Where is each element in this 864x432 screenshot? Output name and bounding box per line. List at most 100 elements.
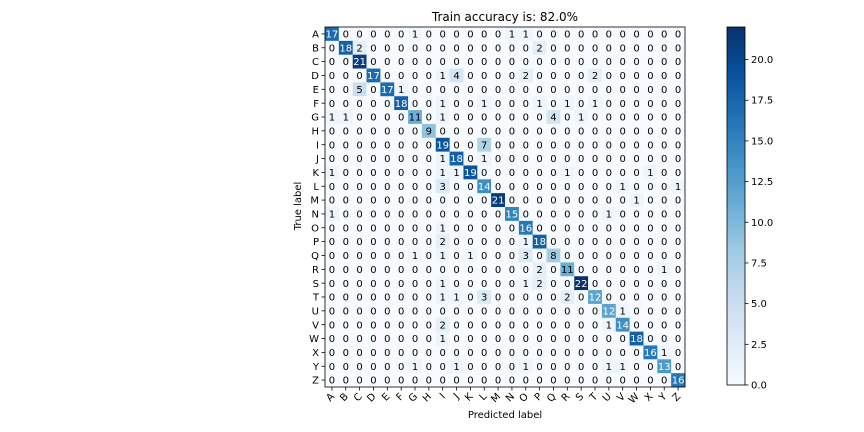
cell-value-label: 0 [592, 320, 598, 331]
heatmap-cell [546, 234, 561, 249]
cell-value-label: 0 [509, 237, 515, 248]
heatmap-cell [532, 290, 547, 305]
heatmap-cell [394, 110, 409, 125]
cell-value-label: 0 [675, 196, 681, 207]
cell-value-label: 0 [412, 306, 418, 317]
heatmap-cell [352, 276, 367, 291]
heatmap-cell [366, 179, 381, 194]
heatmap-cell [505, 290, 520, 305]
cell-value-label: 1 [412, 251, 418, 262]
cell-value-label: 0 [453, 99, 459, 110]
cell-value-label: 0 [412, 182, 418, 193]
heatmap-cell [366, 359, 381, 374]
cell-value-label: 0 [536, 85, 542, 96]
cell-value-label: 0 [384, 126, 390, 137]
heatmap-cell [491, 82, 506, 97]
heatmap-cell [629, 82, 644, 97]
cell-value-label: 0 [356, 168, 362, 179]
heatmap-cell [532, 220, 547, 235]
heatmap-cell [560, 68, 575, 83]
cell-value-label: 0 [370, 182, 376, 193]
heatmap-cell [546, 82, 561, 97]
cell-value-label: 0 [453, 306, 459, 317]
cell-value-label: 0 [481, 113, 487, 124]
heatmap-cell [449, 27, 464, 42]
cell-value-label: 0 [495, 251, 501, 262]
cell-value-label: 0 [675, 71, 681, 82]
cell-value-label: 1 [675, 182, 681, 193]
cell-value-label: 0 [606, 279, 612, 290]
cell-value-label: 0 [536, 182, 542, 193]
heatmap-cell [325, 27, 340, 42]
cell-value-label: 0 [592, 348, 598, 359]
heatmap-cell [588, 359, 603, 374]
heatmap-cell [449, 262, 464, 277]
cell-value-label: 0 [467, 140, 473, 151]
cell-value-label: 0 [398, 293, 404, 304]
cell-value-label: 0 [536, 320, 542, 331]
heatmap-cell [463, 262, 478, 277]
cell-value-label: 0 [329, 85, 335, 96]
cell-value-label: 0 [661, 126, 667, 137]
heatmap-cell [671, 276, 686, 291]
cell-value-label: 1 [509, 30, 515, 41]
heatmap-cell [477, 193, 492, 208]
cell-value-label: 1 [481, 154, 487, 165]
heatmap-cell [574, 359, 589, 374]
cell-value-label: 0 [661, 154, 667, 165]
heatmap-cell [421, 290, 437, 305]
cell-value-label: 0 [356, 182, 362, 193]
heatmap-cell [615, 331, 630, 346]
cell-value-label: 0 [481, 362, 487, 373]
cell-value-label: 0 [440, 43, 446, 54]
cell-value-label: 0 [509, 251, 515, 262]
cell-value-label: 1 [606, 362, 612, 373]
heatmap-cell [491, 27, 506, 42]
cell-value-label: 0 [675, 113, 681, 124]
cell-value-label: 0 [343, 57, 349, 68]
heatmap-cell [560, 123, 575, 139]
heatmap-cell [574, 179, 589, 194]
heatmap-cell [657, 317, 672, 332]
heatmap-cell [629, 123, 644, 139]
cell-value-label: 19 [436, 140, 449, 151]
cell-value-label: 3 [523, 251, 529, 262]
heatmap-cell [518, 331, 533, 346]
heatmap-cell [546, 123, 561, 139]
cell-value-label: 1 [606, 210, 612, 221]
y-tick-label: E [313, 85, 319, 96]
cell-value-label: 0 [550, 126, 556, 137]
heatmap-cell [657, 262, 672, 277]
heatmap-cell [629, 110, 644, 125]
heatmap-cell [518, 40, 533, 55]
cell-value-label: 0 [536, 30, 542, 41]
cell-value-label: 0 [495, 306, 501, 317]
cell-value-label: 11 [561, 265, 574, 276]
heatmap-cell [338, 359, 353, 374]
heatmap-cell [588, 123, 603, 139]
heatmap-cell [546, 193, 561, 208]
heatmap-cell [532, 137, 547, 152]
heatmap-cell [380, 303, 395, 319]
cell-value-label: 0 [453, 182, 459, 193]
heatmap-cell [491, 165, 506, 180]
heatmap-cell [477, 234, 492, 249]
heatmap-cell [491, 220, 506, 235]
heatmap-cell [394, 137, 409, 152]
cell-value-label: 1 [453, 362, 459, 373]
heatmap-cell [435, 151, 450, 166]
cell-value-label: 16 [644, 348, 657, 359]
cell-value-label: 0 [606, 196, 612, 207]
cell-value-label: 0 [620, 43, 626, 54]
cell-value-label: 0 [620, 334, 626, 345]
cell-value-label: 0 [523, 168, 529, 179]
cell-value-label: 1 [329, 168, 335, 179]
heatmap-cell [463, 290, 478, 305]
cell-value-label: 0 [606, 237, 612, 248]
cell-value-label: 1 [412, 30, 418, 41]
cell-value-label: 0 [675, 237, 681, 248]
cell-value-label: 0 [509, 348, 515, 359]
cell-value-label: 0 [647, 265, 653, 276]
cell-value-label: 0 [661, 293, 667, 304]
heatmap-cell [588, 193, 603, 208]
